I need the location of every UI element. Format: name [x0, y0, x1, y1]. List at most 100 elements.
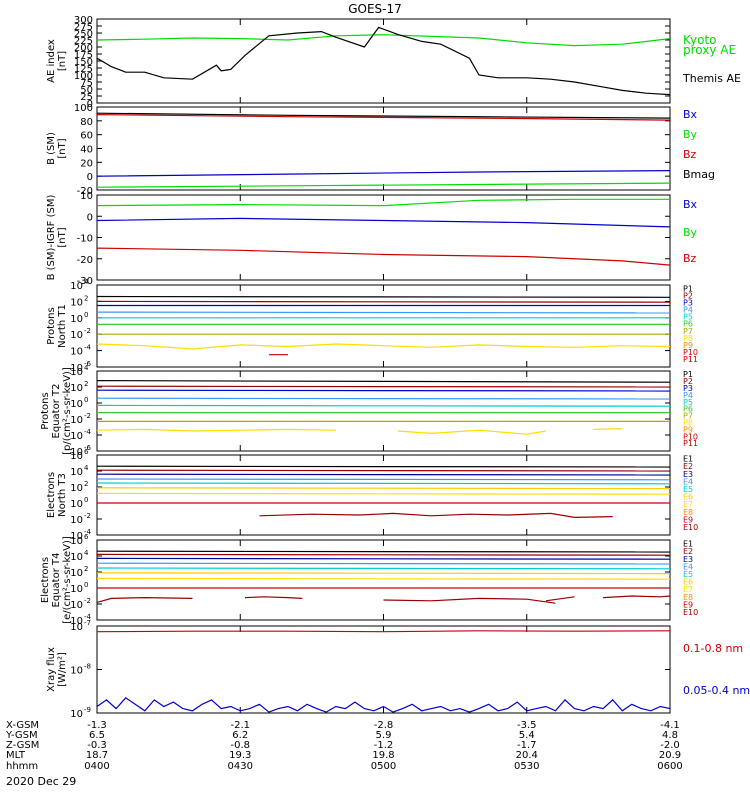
series-e6: [96, 572, 671, 575]
ephemeris-row-label: Y-GSM: [5, 730, 38, 741]
legend-item: E5: [683, 570, 693, 579]
series-bmag: [96, 112, 671, 119]
y-tick-exponent: 6: [84, 448, 89, 456]
y-axis-label: North T1: [57, 304, 68, 348]
panel-b_igrf: -30 -20 -10 0 10 B (SM)-IGRF (SM) [nT] Bx By Bz: [46, 191, 698, 287]
series-bx: [96, 170, 671, 177]
panel-frame: [96, 18, 671, 104]
legend-item: P10: [683, 432, 698, 441]
legend-item: P6: [683, 405, 693, 414]
panel-b_sm: -20 0 20 40 60 80 100 B (SM) [nT] Bx By Bz Bmag: [46, 103, 715, 197]
y-tick-exponent: -2: [84, 512, 91, 520]
series-bz: [96, 114, 671, 121]
series-0-1-0-8-nm: [96, 630, 671, 633]
ephemeris-row-label: X-GSM: [6, 720, 39, 731]
series-e7: [96, 492, 671, 495]
legend-item: P3: [683, 384, 693, 393]
ephemeris-value: 6.5: [89, 730, 105, 741]
y-tick-exponent: 0: [84, 581, 88, 589]
y-tick-label: 10: [70, 447, 83, 458]
series-e9c: [383, 597, 556, 604]
y-tick-exponent: 2: [84, 565, 88, 573]
legend-item: P2: [683, 291, 693, 300]
series-e3: [96, 473, 671, 476]
y-tick-exponent: -8: [84, 663, 91, 671]
y-tick-exponent: 4: [84, 464, 89, 472]
legend-item: Bz: [683, 148, 697, 161]
y-axis-label: [nT]: [57, 227, 68, 247]
y-tick-exponent: 2: [84, 380, 88, 388]
panel-frame: [96, 194, 671, 281]
y-tick-label: 10: [70, 536, 83, 547]
legend-item: E4: [683, 477, 693, 486]
legend-item: E5: [683, 485, 693, 494]
legend-item: P5: [683, 398, 693, 407]
series-e9b: [244, 596, 303, 599]
y-tick-label: 250: [74, 29, 93, 40]
y-axis-label: [nT]: [57, 51, 68, 71]
legend-item: P4: [683, 391, 693, 400]
ephemeris-value: -0.8: [230, 740, 250, 751]
y-axis-label: [e/(cm²-s-sr-keV)]: [62, 536, 73, 624]
series-e3: [96, 557, 671, 560]
legend-item: By: [683, 128, 698, 141]
legend-item: E1: [683, 455, 693, 464]
y-tick-exponent: -6: [84, 360, 92, 368]
y-tick-label: 150: [74, 57, 93, 68]
y-tick-label: 10: [70, 367, 83, 378]
y-tick-label: 275: [74, 22, 93, 33]
y-tick-label: 10: [70, 314, 83, 325]
y-axis-label: Protons: [40, 392, 51, 429]
series-e9e: [603, 595, 671, 599]
y-tick-label: 75: [80, 78, 93, 89]
series-e9a: [96, 596, 193, 603]
y-tick-label: 10: [70, 330, 83, 341]
series-p4: [96, 311, 671, 314]
ephemeris-value: 0400: [84, 761, 109, 772]
legend-item: P1: [683, 370, 693, 379]
ephemeris-value: 20.4: [516, 750, 538, 761]
y-tick-label: 10: [70, 515, 83, 526]
legend-item: By: [683, 226, 698, 239]
series-p8: [96, 343, 671, 350]
y-tick-label: 10: [70, 709, 83, 720]
legend-item: E8: [683, 593, 693, 602]
series-e5: [96, 482, 671, 485]
y-tick-label: 10: [70, 399, 83, 410]
ephemeris-value: -3.5: [517, 720, 537, 731]
y-tick-label: -20: [77, 186, 93, 197]
legend-item: E9: [683, 515, 693, 524]
legend-item: E6: [683, 493, 693, 502]
y-tick-exponent: -7: [84, 619, 91, 627]
ephemeris-value: -2.1: [230, 720, 250, 731]
y-tick-exponent: -4: [84, 528, 92, 536]
legend-item: E4: [683, 562, 693, 571]
legend-item: E6: [683, 578, 693, 587]
legend-item: P10: [683, 348, 698, 357]
legend-item: E2: [683, 547, 693, 556]
series-p2: [96, 385, 671, 388]
date-label: 2020 Dec 29: [6, 775, 76, 788]
legend-item: Bz: [683, 252, 697, 265]
legend-item: Kyoto: [683, 33, 717, 47]
ephemeris-value: 19.8: [372, 750, 394, 761]
ephemeris-value: -1.3: [87, 720, 107, 731]
series-e4: [96, 562, 671, 565]
legend-item: P7: [683, 412, 693, 421]
y-tick-label: 0: [87, 172, 93, 183]
legend-item: E7: [683, 500, 693, 509]
y-tick-label: 10: [70, 531, 83, 542]
y-axis-label: B (SM)-IGRF (SM): [46, 195, 57, 281]
y-axis-label: [p/(cm²-s-sr-keV)]: [62, 367, 73, 455]
legend-item: P8: [683, 419, 693, 428]
series-e5: [96, 567, 671, 570]
y-tick-label: 100: [74, 71, 93, 82]
ephemeris-value: -4.1: [660, 720, 680, 731]
y-tick-label: -10: [77, 234, 93, 245]
series-e9d: [545, 596, 575, 602]
y-tick-exponent: 0: [84, 311, 88, 319]
